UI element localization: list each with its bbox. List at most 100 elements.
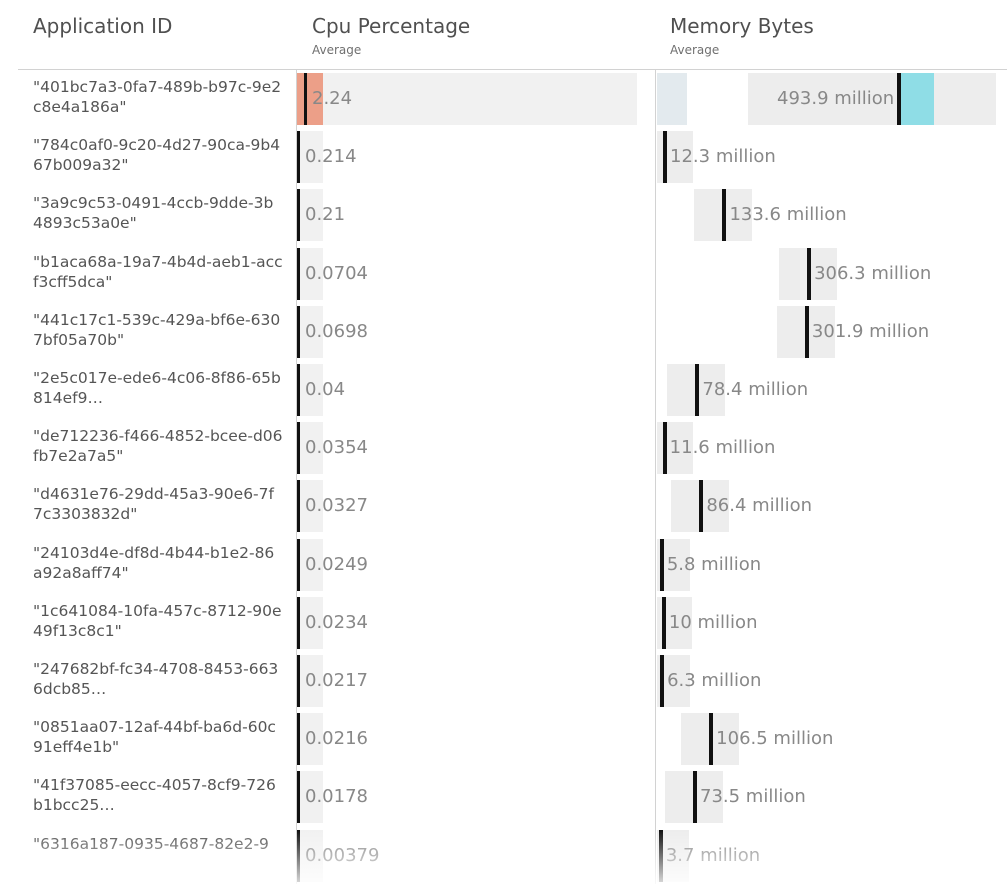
table-row[interactable]: "784c0af0-9c20-4d27-90ca-9b467b009a32" 0.… xyxy=(0,128,1007,186)
memory-value-marker xyxy=(661,596,666,649)
cpu-bar-track xyxy=(297,364,323,416)
cpu-value-marker xyxy=(297,596,300,649)
application-id-cell: "401bc7a3-0fa7-489b-b97c-9e2c8e4a186a" xyxy=(33,78,282,116)
cpu-percentage-value: 0.0249 xyxy=(305,553,368,575)
column-divider-cpu xyxy=(296,70,297,884)
memory-bytes-value: 3.7 million xyxy=(665,844,761,866)
column-header-cpu-percentage[interactable]: Cpu Percentage xyxy=(312,14,471,38)
memory-value-marker xyxy=(663,131,668,184)
cpu-value-marker xyxy=(297,131,300,184)
header-divider xyxy=(18,69,1007,70)
application-id-cell: "784c0af0-9c20-4d27-90ca-9b467b009a32" xyxy=(33,136,281,175)
memory-value-marker xyxy=(660,655,665,707)
cpu-value-marker xyxy=(297,364,300,416)
cpu-value-marker xyxy=(304,73,307,125)
cpu-bar-track xyxy=(297,73,637,125)
memory-bytes-value: 73.5 million xyxy=(700,786,806,808)
cpu-percentage-value: 0.0178 xyxy=(305,786,368,808)
column-subheader-memory-average: Average xyxy=(670,43,720,57)
application-id-cell: "441c17c1-539c-429a-bf6e-6307bf05a70b" xyxy=(33,310,281,349)
column-header-memory-bytes[interactable]: Memory Bytes xyxy=(670,14,814,38)
application-id-cell: "d4631e76-29dd-45a3-90e6-7f7c3303832d" xyxy=(33,485,274,524)
table-row[interactable]: "de712236-f466-4852-bcee-d06fb7e2a7a5" 0.… xyxy=(0,419,1007,477)
memory-bytes-value: 78.4 million xyxy=(702,379,809,400)
table-row[interactable]: "b1aca68a-19a7-4b4d-aeb1-accf3cff5dca" 0.… xyxy=(0,245,1007,303)
application-id-cell: "0851aa07-12af-44bf-ba6d-60c91eff4e1b" xyxy=(33,718,276,757)
cpu-percentage-value: 0.214 xyxy=(305,146,357,168)
column-subheader-cpu-average: Average xyxy=(312,43,362,57)
memory-bytes-value: 86.4 million xyxy=(706,495,813,517)
table-header: Application ID Cpu Percentage Average Me… xyxy=(0,0,1007,70)
memory-bar-track xyxy=(657,131,694,184)
application-id-cell: "24103d4e-df8d-4b44-b1e2-86a92a8aff74" xyxy=(33,543,275,582)
memory-value-marker xyxy=(709,713,714,766)
cpu-bar-track xyxy=(297,538,323,591)
memory-value-marker xyxy=(695,364,700,416)
memory-value-marker xyxy=(658,829,663,882)
cpu-value-marker xyxy=(297,189,300,242)
table-row[interactable]: "6316a187-0935-4687-82e2-9 0.00379 3.7 mil… xyxy=(0,827,1007,885)
application-id-cell: "b1aca68a-19a7-4b4d-aeb1-accf3cff5dca" xyxy=(33,252,283,291)
table-row[interactable]: "401bc7a3-0fa7-489b-b97c-9e2c8e4a186a" 2.… xyxy=(0,70,1007,128)
cpu-bar-track xyxy=(297,596,323,649)
table-row[interactable]: "0851aa07-12af-44bf-ba6d-60c91eff4e1b" 0.… xyxy=(0,710,1007,768)
application-id-cell: "3a9c9c53-0491-4ccb-9dde-3b4893c53a0e" xyxy=(33,194,274,233)
cpu-percentage-value: 0.0354 xyxy=(305,437,368,459)
memory-bytes-value: 301.9 million xyxy=(811,320,930,342)
memory-bytes-value: 12.3 million xyxy=(670,146,776,168)
cpu-percentage-value: 0.0216 xyxy=(305,728,368,750)
cpu-percentage-value: 0.0234 xyxy=(305,611,368,633)
cpu-percentage-value: 0.04 xyxy=(305,379,346,400)
application-id-cell: "2e5c017e-ede6-4c06-8f86-65b814ef9… xyxy=(33,369,281,407)
application-id-cell: "41f37085-eecc-4057-8cf9-726b1bcc25… xyxy=(33,776,276,815)
memory-value-marker xyxy=(699,480,704,533)
cpu-bar-track xyxy=(297,771,323,824)
cpu-bar-fill xyxy=(297,73,323,125)
application-id-cell: "6316a187-0935-4687-82e2-9 xyxy=(33,834,269,853)
cpu-percentage-value: 0.0327 xyxy=(305,495,368,517)
cpu-bar-track xyxy=(297,713,323,766)
cpu-bar-track xyxy=(297,422,323,475)
table-row[interactable]: "247682bf-fc34-4708-8453-6636dcb85… 0.021… xyxy=(0,652,1007,710)
memory-value-marker xyxy=(722,189,727,242)
table-row[interactable]: "3a9c9c53-0491-4ccb-9dde-3b4893c53a0e" 0.… xyxy=(0,186,1007,244)
cpu-percentage-value: 0.00379 xyxy=(305,844,380,866)
memory-bytes-value: 11.6 million xyxy=(669,437,776,459)
cpu-value-marker xyxy=(297,480,300,533)
cpu-percentage-value: 0.0704 xyxy=(305,262,368,284)
cpu-value-marker xyxy=(297,655,300,707)
table-row[interactable]: "2e5c017e-ede6-4c06-8f86-65b814ef9… 0.04 7… xyxy=(0,361,1007,419)
cpu-percentage-value: 0.21 xyxy=(305,204,346,226)
cpu-percentage-value: 0.0217 xyxy=(305,670,368,691)
memory-bar-track xyxy=(748,73,996,125)
cpu-value-marker xyxy=(297,422,300,475)
memory-bytes-value: 493.9 million xyxy=(777,88,895,109)
application-id-cell: "247682bf-fc34-4708-8453-6636dcb85… xyxy=(33,660,279,698)
table-row[interactable]: "d4631e76-29dd-45a3-90e6-7f7c3303832d" 0.… xyxy=(0,477,1007,535)
application-id-cell: "de712236-f466-4852-bcee-d06fb7e2a7a5" xyxy=(33,427,283,466)
application-id-cell: "1c641084-10fa-457c-8712-90e49f13c8c1" xyxy=(33,601,282,640)
memory-bytes-value: 6.3 million xyxy=(667,670,762,691)
column-divider-memory xyxy=(655,70,656,884)
table-row[interactable]: "24103d4e-df8d-4b44-b1e2-86a92a8aff74" 0.… xyxy=(0,536,1007,594)
cpu-percentage-value: 0.0698 xyxy=(305,320,368,342)
cpu-bar-track xyxy=(297,247,323,300)
memory-value-marker xyxy=(807,247,812,300)
table-row[interactable]: "1c641084-10fa-457c-8712-90e49f13c8c1" 0.… xyxy=(0,594,1007,652)
cpu-bar-track xyxy=(297,655,323,707)
table-row[interactable]: "441c17c1-539c-429a-bf6e-6307bf05a70b" 0.… xyxy=(0,303,1007,361)
column-header-application-id[interactable]: Application ID xyxy=(33,14,173,38)
memory-bar-track-left xyxy=(657,73,687,125)
memory-bytes-value: 106.5 million xyxy=(716,728,834,750)
memory-bar-fill xyxy=(900,73,934,125)
table-row[interactable]: "41f37085-eecc-4057-8cf9-726b1bcc25… 0.01… xyxy=(0,768,1007,826)
memory-bytes-value: 133.6 million xyxy=(729,204,847,226)
cpu-value-marker xyxy=(297,247,300,300)
cpu-bar-track xyxy=(297,189,323,242)
cpu-bar-track xyxy=(297,480,323,533)
cpu-percentage-value: 2.24 xyxy=(312,88,353,109)
memory-value-marker xyxy=(897,73,901,125)
cpu-value-marker xyxy=(297,771,300,824)
cpu-value-marker xyxy=(297,713,300,766)
cpu-value-marker xyxy=(297,538,300,591)
